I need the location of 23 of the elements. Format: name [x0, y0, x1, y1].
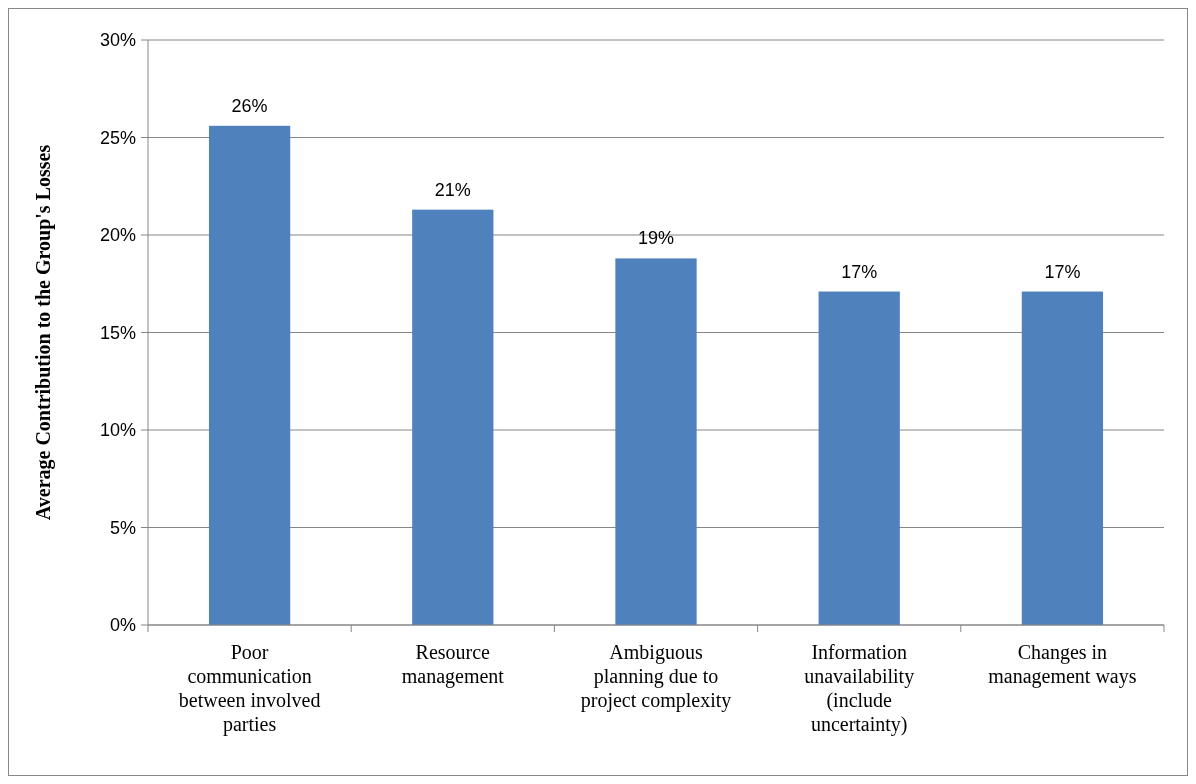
y-tick-label: 25% [99, 127, 136, 148]
x-tick-label: Ambiguous planning due to project complexity [580, 641, 732, 712]
y-tick-label: 0% [109, 615, 136, 636]
y-tick-label: 5% [109, 517, 136, 538]
bar [208, 125, 291, 625]
x-tick-label: Information unavailability (include uncertainty) [804, 641, 915, 736]
data-label: 17% [841, 261, 878, 282]
y-axis-title: Average Contribution to the Group's Losses [32, 144, 55, 521]
y-tick-label: 20% [99, 225, 136, 246]
x-tick-label: Poor communication between involved parties [178, 641, 321, 736]
data-label: 17% [1044, 261, 1081, 282]
data-label: 26% [231, 95, 268, 116]
y-tick-label: 10% [99, 420, 136, 441]
bar [412, 209, 494, 625]
bar [615, 258, 697, 625]
x-tick-label: Resource management [401, 641, 505, 688]
y-tick-label: 30% [99, 30, 136, 51]
data-label: 21% [434, 179, 471, 200]
data-label: 19% [637, 228, 675, 249]
y-tick-label: 15% [99, 322, 136, 343]
bar [1021, 291, 1104, 625]
bar [818, 291, 900, 625]
x-tick-label: Changes in management ways [988, 641, 1137, 688]
